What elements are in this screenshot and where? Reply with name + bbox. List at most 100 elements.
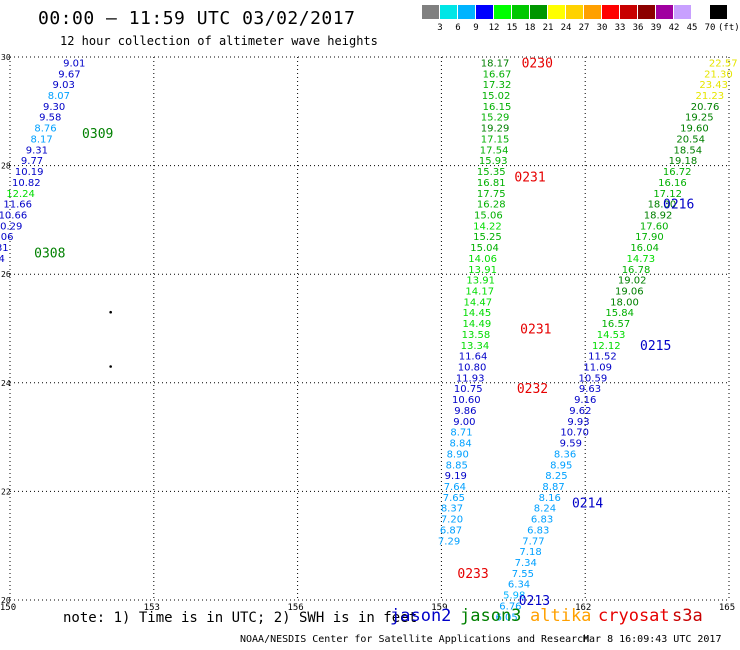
wave-height-value: 6.34 — [508, 580, 530, 591]
legend-label: 12 — [488, 23, 500, 33]
pass-time-label: 0231 — [514, 170, 545, 185]
wave-height-value: 9.31 — [26, 145, 48, 156]
wave-height-value: 8.71 — [450, 428, 472, 439]
wave-height-value: 12.12 — [592, 341, 621, 352]
wave-height-value: 18.92 — [644, 210, 673, 221]
pass-time-label: 0215 — [640, 339, 671, 354]
wave-height-value: 9.00 — [453, 417, 475, 428]
wave-height-value: 18.00 — [648, 200, 677, 211]
wave-height-value: 8.84 — [449, 439, 471, 450]
pass-time-label: 0216 — [663, 198, 694, 213]
wave-height-value: 9.03 — [53, 80, 75, 91]
wave-height-value: 10.19 — [15, 167, 44, 178]
wave-height-value: 14.06 — [468, 254, 497, 265]
wave-height-value: 10.29 — [0, 221, 22, 232]
wave-height-value: 8.76 — [34, 124, 56, 135]
wave-height-value: 16.57 — [602, 319, 631, 330]
lon-tick-label: 153 — [144, 603, 160, 613]
legend-label: 39 — [650, 23, 662, 33]
wave-height-value: 21.23 — [696, 91, 725, 102]
legend-label: 24 — [560, 23, 572, 33]
wave-height-value: 16.81 — [477, 178, 506, 189]
land-dot — [109, 365, 112, 368]
legend-swatch — [548, 5, 565, 19]
wave-height-value: 8.90 — [447, 449, 469, 460]
wave-height-value: 10.70 — [560, 428, 589, 439]
pass-time-label: 0232 — [517, 382, 548, 397]
wave-height-value: 11.09 — [583, 363, 612, 374]
wave-height-value: 6.83 — [531, 515, 553, 526]
legend-label: 42 — [668, 23, 680, 33]
wave-height-value: 17.32 — [483, 80, 512, 91]
satellite-name: s3a — [672, 606, 703, 626]
lon-tick-label: 150 — [0, 603, 16, 613]
legend-label: 27 — [578, 23, 590, 33]
wave-height-value: 20.76 — [691, 102, 720, 113]
legend-swatch — [422, 5, 439, 19]
wave-height-value: 17.60 — [640, 221, 669, 232]
pass-time-label: 0309 — [82, 127, 113, 142]
wave-height-value: 15.02 — [482, 91, 511, 102]
wave-height-value: 8.17 — [31, 134, 53, 145]
legend-label: 33 — [614, 23, 626, 33]
legend-swatch — [710, 5, 727, 19]
legend-label: 9 — [473, 23, 479, 33]
wave-height-value: 16.28 — [477, 200, 506, 211]
legend-swatch — [494, 5, 511, 19]
wave-height-value: 21.30 — [704, 69, 733, 80]
satellite-name: jason3 — [460, 606, 522, 626]
lon-tick-label: 165 — [719, 603, 735, 613]
legend-swatch — [512, 5, 529, 19]
legend-label: 6 — [455, 23, 461, 33]
wave-height-value: 22.57 — [709, 58, 738, 69]
wave-height-value: 15.29 — [481, 113, 510, 124]
wave-height-value: 11.66 — [3, 200, 32, 211]
units-note: note: 1) Time is in UTC; 2) SWH is in fe… — [63, 610, 418, 626]
wave-height-value: 20.54 — [676, 134, 705, 145]
wave-height-value: 9.58 — [39, 113, 61, 124]
wave-height-value: 8.87 — [542, 482, 564, 493]
wave-height-value: 5.98 — [503, 591, 525, 602]
wave-height-value: 8.36 — [554, 449, 576, 460]
wave-height-value: 18.00 — [610, 297, 639, 308]
wave-height-value: 15.35 — [477, 167, 506, 178]
wave-height-value: 10.75 — [454, 384, 483, 395]
legend-label: 15 — [506, 23, 518, 33]
wave-height-value: 7.18 — [519, 547, 541, 558]
wave-height-value: 8.24 — [534, 504, 556, 515]
map-title: 00:00 – 11:59 UTC 03/02/2017 — [38, 8, 356, 29]
legend-swatch — [440, 5, 457, 19]
wave-height-value: 16.67 — [483, 69, 512, 80]
footer-credit: NOAA/NESDIS Center for Satellite Applica… — [240, 634, 590, 645]
satellite-name: jason2 — [390, 606, 452, 626]
wave-height-value: 7.55 — [512, 569, 534, 580]
wave-height-value: 14.49 — [463, 319, 492, 330]
wave-height-value: 17.12 — [653, 189, 682, 200]
wave-height-value: 11.64 — [459, 352, 488, 363]
wave-height-value: 10.59 — [579, 373, 608, 384]
wave-height-value: 19.25 — [685, 113, 714, 124]
wave-height-value: 19.02 — [618, 276, 647, 287]
legend-swatch — [476, 5, 493, 19]
land-dots — [109, 310, 112, 368]
pass-time-label: 0233 — [457, 567, 488, 582]
wave-height-value: 11.52 — [588, 352, 617, 363]
lat-tick-label: 24 — [1, 379, 11, 388]
legend-label: 21 — [542, 23, 554, 33]
wave-height-value: 15.25 — [473, 232, 502, 243]
wave-height-value: 9.30 — [43, 102, 65, 113]
wave-height-value: 16.04 — [630, 243, 659, 254]
axis-ticks: 150 153 156 159 162 165 30 28 26 24 22 20 — [0, 53, 735, 613]
wave-height-value: 19.18 — [669, 156, 698, 167]
legend-label: 36 — [632, 23, 644, 33]
lon-tick-label: 156 — [287, 603, 303, 613]
pass-time-label: 0214 — [572, 496, 603, 511]
map-grid — [9, 56, 730, 601]
footer-timestamp: Mar 8 16:09:43 UTC 2017 — [583, 634, 722, 645]
wave-height-value: 11.93 — [456, 373, 485, 384]
wave-height-value: 7.20 — [441, 515, 463, 526]
wave-height-value: 15.04 — [470, 243, 499, 254]
wave-height-value: 9.06 — [0, 232, 13, 243]
pass-time-label: 0230 — [522, 56, 553, 71]
